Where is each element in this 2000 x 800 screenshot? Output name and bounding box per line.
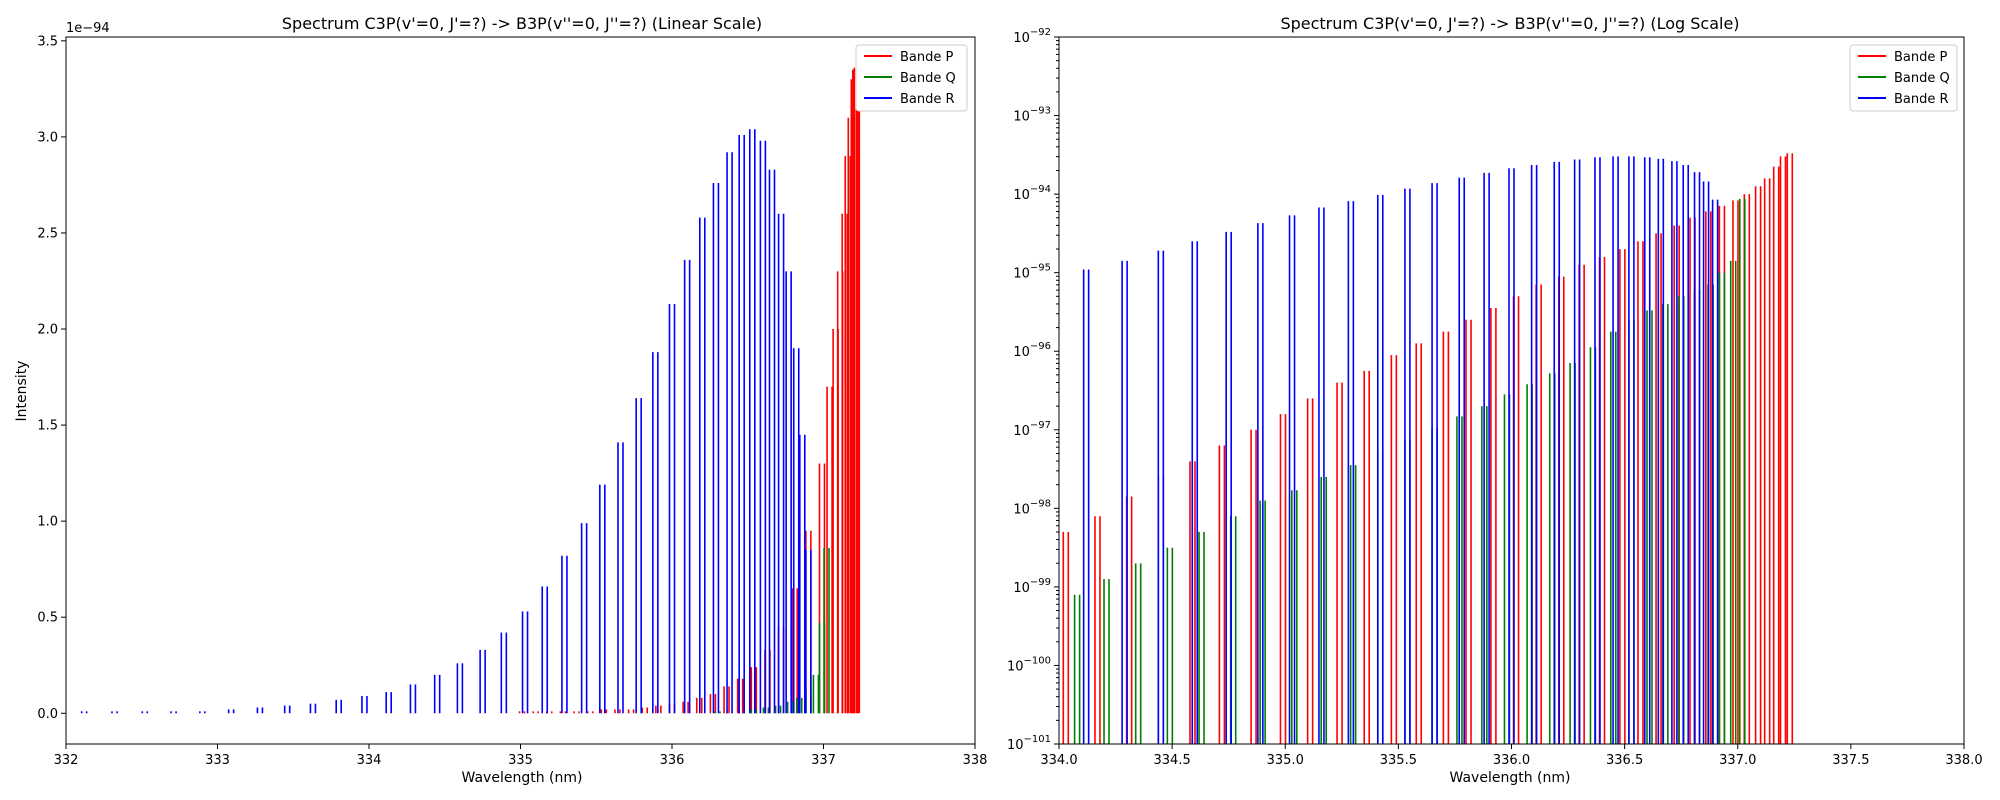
x-axis-label: Wavelength (nm)	[1450, 770, 1571, 786]
y-tick-label: 2.0	[37, 323, 58, 338]
x-ticks: 334.0 334.5 335.0 335.5 336.0 336.5 337.0 337.5…	[1040, 744, 1983, 768]
axes-frame	[1058, 36, 1965, 745]
y-tick-label: 10−95	[1013, 263, 1051, 282]
x-tick-label: 336	[660, 753, 685, 768]
x-tick-label: 334	[357, 753, 382, 768]
legend: Bande P Bande Q Bande R	[855, 44, 968, 112]
plot-area	[80, 67, 861, 714]
y-tick-label: 10−94	[1013, 184, 1051, 203]
y-tick-label: 10−97	[1013, 420, 1051, 439]
legend-label-r: Bande R	[900, 92, 955, 107]
legend-box	[855, 44, 968, 112]
chart-title: Spectrum C3P(v'=0, J'=?) -> B3P(v''=0, J…	[1280, 14, 1739, 33]
y-tick-label: 3.0	[37, 130, 58, 145]
x-tick-label: 336.5	[1606, 753, 1643, 768]
legend-label-q: Bande Q	[900, 71, 956, 86]
x-tick-label: 334.0	[1040, 753, 1077, 768]
y-axis-label: Intensity	[14, 361, 30, 422]
x-tick-label: 335.0	[1267, 753, 1304, 768]
y-multiplier-label: 1e−94	[66, 21, 110, 36]
x-tick-label: 336.0	[1493, 753, 1530, 768]
chart-title: Spectrum C3P(v'=0, J'=?) -> B3P(v''=0, J…	[282, 14, 762, 33]
chart-log: Spectrum C3P(v'=0, J'=?) -> B3P(v''=0, J…	[1007, 14, 1983, 786]
y-tick-label: 10−99	[1013, 577, 1051, 596]
chart-linear: Spectrum C3P(v'=0, J'=?) -> B3P(v''=0, J…	[14, 14, 987, 786]
y-tick-label: 1.5	[37, 419, 58, 434]
y-tick-label: 10−98	[1013, 498, 1051, 517]
plot-area	[1062, 153, 1794, 744]
legend-label-r: Bande R	[1894, 92, 1949, 107]
y-tick-label: 3.5	[37, 34, 58, 49]
x-tick-label: 335.5	[1380, 753, 1417, 768]
series-bande-r	[1082, 156, 1719, 744]
legend: Bande P Bande Q Bande R	[1849, 44, 1958, 112]
x-axis-label: Wavelength (nm)	[462, 770, 583, 786]
x-tick-label: 337	[811, 753, 836, 768]
x-tick-label: 335	[508, 753, 533, 768]
legend-label-p: Bande P	[900, 50, 954, 65]
y-tick-label: 10−92	[1013, 27, 1051, 46]
y-tick-label: 10−96	[1013, 341, 1051, 360]
x-tick-label: 333	[205, 753, 230, 768]
y-tick-label: 10−101	[1007, 734, 1051, 753]
y-tick-label: 1.0	[37, 515, 58, 530]
legend-box	[1849, 44, 1958, 112]
x-tick-label: 338.0	[1945, 753, 1982, 768]
x-tick-label: 334.5	[1154, 753, 1191, 768]
axes-frame	[65, 36, 976, 745]
x-tick-label: 332	[54, 753, 79, 768]
y-tick-label: 10−93	[1013, 106, 1051, 125]
x-ticks: 332 333 334 335 336 337 338	[54, 744, 988, 768]
y-tick-label: 10−100	[1007, 655, 1051, 674]
series-bande-r	[80, 129, 812, 714]
y-tick-label: 0.0	[37, 707, 58, 722]
x-tick-label: 337.0	[1719, 753, 1756, 768]
y-tick-label: 2.5	[37, 226, 58, 241]
x-tick-label: 338	[963, 753, 988, 768]
y-tick-label: 0.5	[37, 611, 58, 626]
x-tick-label: 337.5	[1832, 753, 1869, 768]
y-ticks: 0.0 0.5 1.0 1.5 2.0 2.5 3.0 3.5	[37, 34, 66, 722]
legend-label-q: Bande Q	[1894, 71, 1950, 86]
y-ticks: 10−101 10−100 10−99 10−98 10−97 10−96 10−95 10−…	[1007, 27, 1059, 753]
legend-label-p: Bande P	[1894, 50, 1948, 65]
